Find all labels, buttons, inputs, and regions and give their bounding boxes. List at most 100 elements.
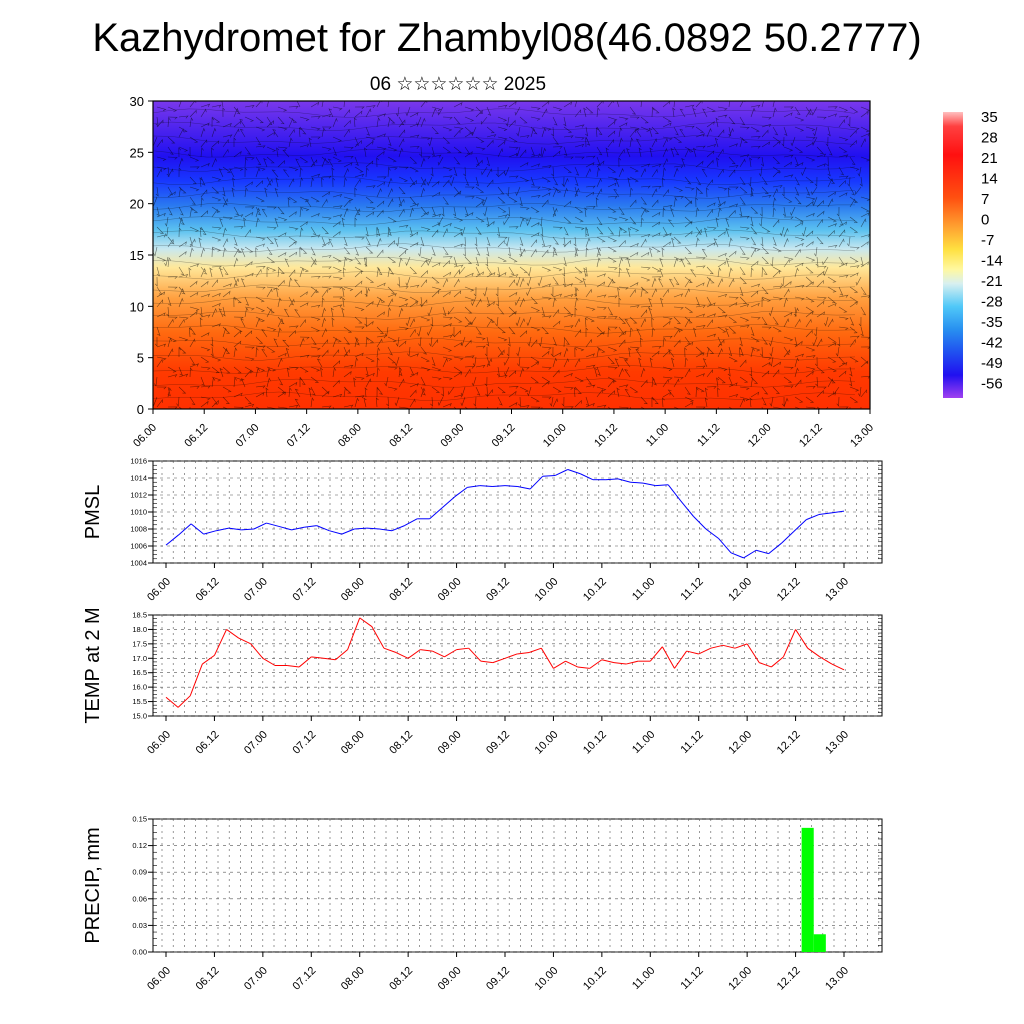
heatmap-x-label: 12.00 bbox=[746, 422, 774, 450]
colorbar-label: -42 bbox=[981, 335, 1003, 352]
series-segment bbox=[379, 528, 393, 532]
series-segment bbox=[441, 496, 456, 509]
y-tick-label: 0.12 bbox=[132, 841, 147, 850]
x-tick-label: 08.00 bbox=[339, 576, 367, 604]
series-segment bbox=[479, 485, 493, 487]
series-segment bbox=[605, 478, 619, 481]
x-tick-label: 11.12 bbox=[678, 576, 705, 603]
x-tick-label: 10.00 bbox=[533, 965, 561, 993]
series-segment bbox=[831, 510, 845, 514]
x-tick-label: 10.12 bbox=[581, 576, 609, 604]
y-tick-label: 18.5 bbox=[132, 611, 147, 620]
series-segment bbox=[730, 552, 744, 559]
x-tick-label: 12.00 bbox=[726, 576, 754, 604]
series-segment bbox=[565, 660, 578, 668]
series-segment bbox=[456, 647, 469, 651]
series-segment bbox=[755, 549, 769, 555]
series-segment bbox=[771, 656, 784, 668]
chart-subtitle: 06 ☆☆☆☆☆☆ 2025 bbox=[369, 74, 547, 95]
x-tick-label: 11.12 bbox=[678, 729, 705, 756]
series-segment bbox=[795, 629, 809, 649]
series-segment bbox=[768, 543, 782, 555]
series-segment bbox=[432, 650, 445, 658]
y-axis-title: PRECIP, mm bbox=[82, 827, 104, 943]
x-tick-label: 07.00 bbox=[242, 729, 270, 757]
heatmap-y-label: 10 bbox=[130, 299, 144, 314]
x-tick-label: 09.00 bbox=[436, 965, 464, 993]
series-segment bbox=[577, 666, 590, 669]
y-tick-label: 1012 bbox=[130, 491, 147, 500]
series-segment bbox=[743, 549, 757, 559]
series-segment bbox=[492, 657, 506, 664]
series-segment bbox=[216, 527, 229, 532]
y-tick-label: 0.00 bbox=[132, 948, 147, 957]
series-segment bbox=[165, 696, 179, 708]
x-tick-label: 11.12 bbox=[678, 965, 705, 992]
series-segment bbox=[705, 528, 719, 539]
pmsl-panel: 1004 1006 1008 1010 1012 1014 1016 06.00 06.12 07… bbox=[82, 457, 883, 604]
series-segment bbox=[468, 647, 482, 662]
series-segment bbox=[504, 653, 518, 659]
x-tick-label: 12.12 bbox=[775, 576, 803, 604]
temp-panel: 15.0 15.5 16.0 16.5 17.0 17.5 18.0 18.5 06.00 06.… bbox=[82, 607, 883, 757]
x-tick-label: 11.00 bbox=[630, 729, 657, 756]
series-segment bbox=[359, 617, 373, 627]
series-segment bbox=[818, 512, 832, 516]
x-tick-label: 07.12 bbox=[290, 965, 318, 993]
panel-frame bbox=[152, 818, 883, 953]
series-segment bbox=[698, 647, 712, 655]
series-segment bbox=[165, 534, 179, 546]
heatmap-y-label: 15 bbox=[130, 248, 144, 263]
series-segment bbox=[250, 643, 264, 659]
series-segment bbox=[630, 481, 644, 484]
x-tick-label: 06.00 bbox=[145, 965, 173, 993]
y-tick-label: 15.5 bbox=[132, 697, 147, 706]
x-tick-label: 06.00 bbox=[145, 729, 173, 757]
x-tick-label: 09.12 bbox=[484, 965, 512, 993]
series-segment bbox=[298, 656, 312, 668]
colorbar-label: -28 bbox=[981, 294, 1003, 311]
x-tick-label: 09.12 bbox=[484, 576, 512, 604]
series-segment bbox=[262, 657, 276, 666]
series-segment bbox=[323, 657, 336, 661]
series-segment bbox=[253, 522, 267, 530]
colorbar-label: 21 bbox=[981, 150, 998, 167]
series-segment bbox=[680, 500, 694, 517]
series-segment bbox=[454, 486, 468, 498]
series-segment bbox=[553, 660, 566, 669]
x-tick-label: 08.00 bbox=[339, 965, 367, 993]
series-segment bbox=[278, 525, 292, 531]
x-tick-label: 08.12 bbox=[387, 576, 415, 604]
heatmap-y-label: 20 bbox=[130, 197, 144, 212]
series-segment bbox=[529, 475, 544, 490]
x-tick-label: 11.00 bbox=[630, 965, 657, 992]
heatmap-x-axis: 06.00 06.12 07.00 07.12 08.00 08.12 09.00 09.12… bbox=[131, 409, 876, 450]
colorbar-label: -35 bbox=[981, 314, 1003, 331]
series-segment bbox=[649, 646, 663, 662]
series-segment bbox=[617, 478, 631, 483]
series-segment bbox=[718, 538, 732, 554]
x-tick-label: 06.12 bbox=[194, 965, 222, 993]
x-tick-label: 13.00 bbox=[823, 965, 851, 993]
heatmap-x-label: 13.00 bbox=[848, 422, 876, 450]
x-tick-label: 07.00 bbox=[242, 576, 270, 604]
heatmap-x-label: 07.00 bbox=[234, 422, 262, 450]
heatmap-x-label: 11.12 bbox=[695, 422, 722, 449]
series-segment bbox=[722, 644, 736, 649]
x-tick-label: 06.12 bbox=[194, 729, 222, 757]
series-segment bbox=[354, 527, 367, 530]
colorbar-label: -49 bbox=[981, 355, 1003, 372]
x-tick-label: 10.00 bbox=[533, 576, 561, 604]
series-segment bbox=[407, 649, 421, 659]
heatmap-x-label: 06.00 bbox=[131, 422, 159, 450]
y-tick-label: 0.15 bbox=[132, 815, 147, 824]
series-segment bbox=[517, 652, 530, 655]
heatmap-y-label: 25 bbox=[130, 145, 144, 160]
heatmap-x-label: 08.12 bbox=[387, 422, 415, 450]
series-segment bbox=[759, 662, 772, 668]
colorbar: 35 28 21 14 7 0 -7 -14 -21 -28 -35 -42 -49 -56 bbox=[943, 109, 1003, 398]
y-tick-label: 15.0 bbox=[132, 712, 147, 721]
x-tick-label: 06.00 bbox=[145, 576, 173, 604]
series-segment bbox=[189, 663, 203, 696]
series-segment bbox=[807, 647, 821, 658]
